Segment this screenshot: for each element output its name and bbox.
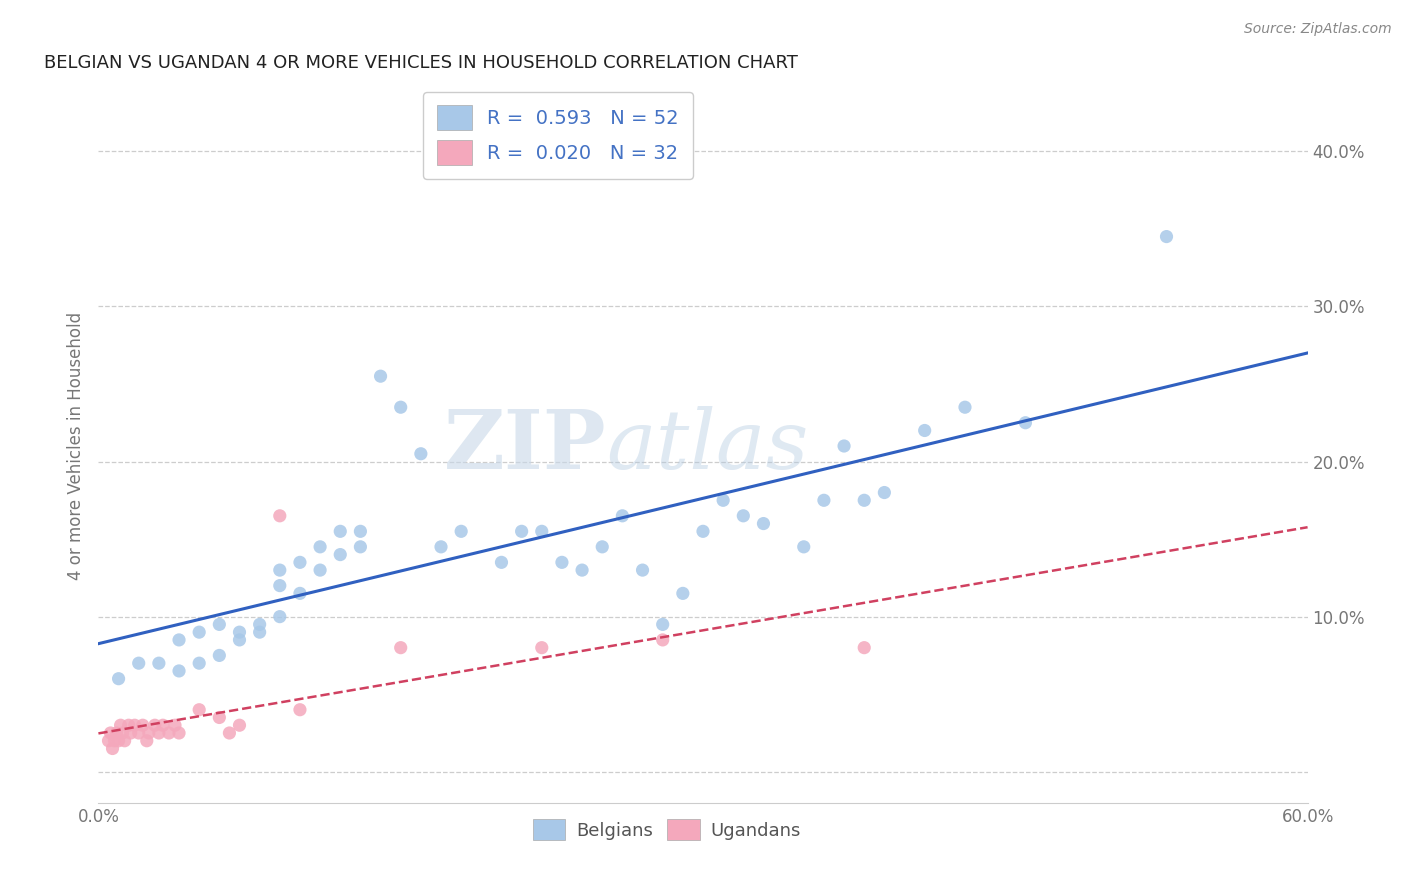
Point (530, 524, 553, 539)
Point (672, 586, 695, 600)
Point (110, 718, 132, 732)
Point (530, 640, 553, 655)
Point (1014, 416, 1036, 430)
Point (873, 485, 896, 500)
Point (249, 617, 271, 632)
Point (733, 508, 755, 523)
Point (111, 726, 134, 740)
Text: atlas: atlas (606, 406, 808, 486)
Point (148, 726, 170, 740)
Point (105, 726, 128, 740)
Point (132, 718, 155, 732)
Point (288, 555, 311, 569)
Point (430, 540, 453, 554)
Point (163, 718, 186, 732)
Point (631, 563, 654, 577)
Point (651, 617, 673, 632)
Legend: Belgians, Ugandans: Belgians, Ugandans (526, 812, 808, 847)
Point (953, 401, 976, 415)
Point (208, 710, 231, 724)
Point (188, 625, 211, 640)
Point (107, 733, 129, 747)
Point (349, 540, 371, 554)
Point (124, 718, 146, 732)
Point (103, 733, 125, 747)
Point (450, 524, 472, 539)
Text: BELGIAN VS UGANDAN 4 OR MORE VEHICLES IN HOUSEHOLD CORRELATION CHART: BELGIAN VS UGANDAN 4 OR MORE VEHICLES IN… (44, 54, 797, 72)
Point (138, 726, 160, 740)
Point (128, 656, 150, 670)
Point (329, 548, 352, 562)
Point (651, 632, 673, 647)
Point (853, 493, 876, 508)
Point (612, 508, 634, 523)
Point (152, 718, 174, 732)
Point (309, 540, 332, 554)
Point (269, 579, 291, 593)
Point (269, 508, 291, 523)
Point (591, 540, 613, 554)
Point (370, 369, 392, 384)
Point (208, 648, 231, 663)
Point (389, 401, 412, 415)
Point (309, 563, 332, 577)
Point (813, 493, 835, 508)
Point (188, 703, 211, 717)
Point (100, 726, 122, 740)
Point (349, 524, 371, 539)
Point (218, 726, 240, 740)
Point (135, 733, 157, 747)
Point (832, 439, 855, 453)
Point (167, 726, 190, 740)
Point (1156, 229, 1178, 244)
Point (269, 609, 291, 624)
Point (389, 640, 412, 655)
Point (853, 640, 876, 655)
Point (510, 524, 533, 539)
Y-axis label: 4 or more Vehicles in Household: 4 or more Vehicles in Household (66, 312, 84, 580)
Point (101, 741, 124, 756)
Point (409, 447, 432, 461)
Point (288, 586, 311, 600)
Point (188, 656, 211, 670)
Point (711, 493, 734, 508)
Point (167, 632, 190, 647)
Point (551, 555, 574, 569)
Point (143, 718, 166, 732)
Point (793, 540, 815, 554)
Point (148, 656, 170, 670)
Point (752, 516, 775, 531)
Point (128, 726, 150, 740)
Point (97, 733, 120, 747)
Point (208, 617, 231, 632)
Point (120, 726, 142, 740)
Point (228, 718, 250, 732)
Point (114, 733, 136, 747)
Text: Source: ZipAtlas.com: Source: ZipAtlas.com (1244, 22, 1392, 37)
Point (228, 625, 250, 640)
Point (249, 625, 271, 640)
Point (288, 703, 311, 717)
Point (692, 524, 714, 539)
Point (107, 672, 129, 686)
Text: ZIP: ZIP (444, 406, 606, 486)
Point (491, 555, 513, 569)
Point (571, 563, 593, 577)
Point (157, 726, 180, 740)
Point (329, 524, 352, 539)
Point (118, 718, 141, 732)
Point (167, 664, 190, 678)
Point (914, 424, 936, 438)
Point (269, 563, 291, 577)
Point (228, 632, 250, 647)
